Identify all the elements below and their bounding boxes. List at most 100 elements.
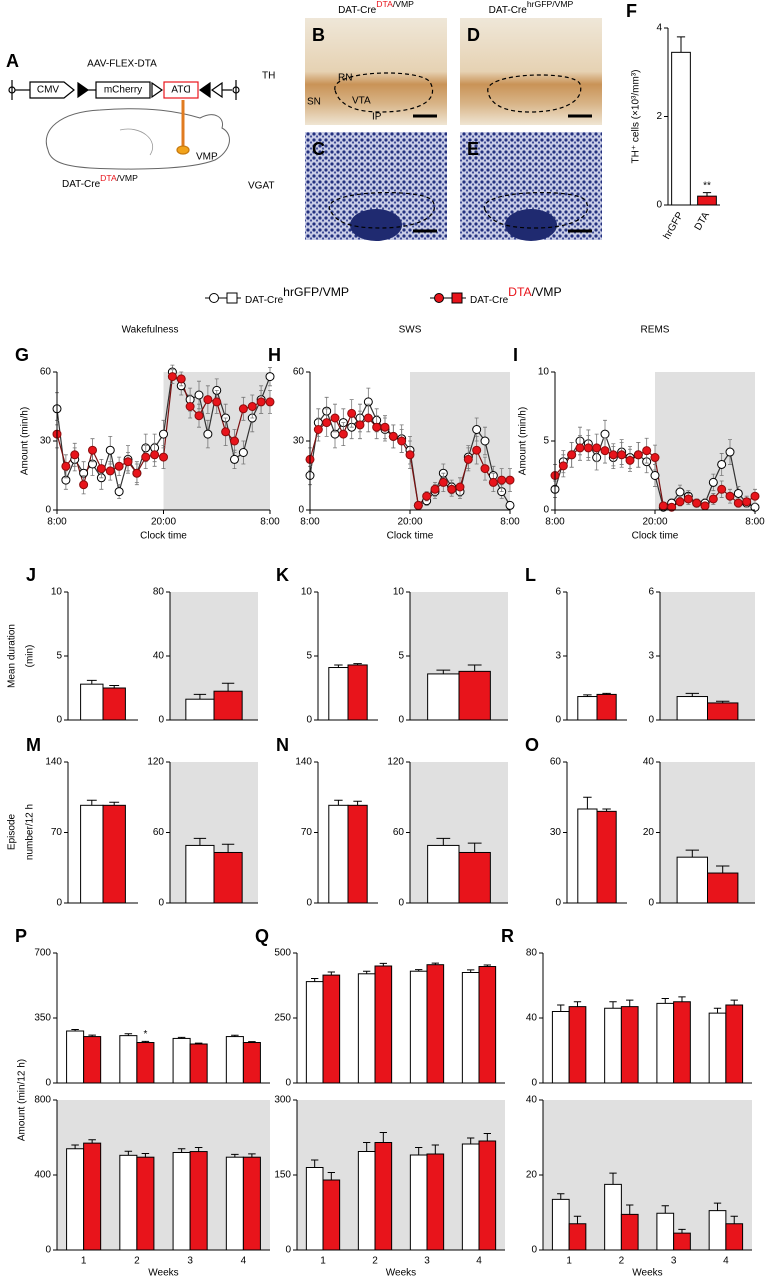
y-tick-label: 300 — [274, 1095, 291, 1106]
error-bar — [177, 1148, 186, 1153]
bar — [213, 851, 243, 904]
error-bar — [353, 800, 362, 806]
bar — [185, 844, 215, 904]
bar — [656, 1212, 675, 1251]
bar — [347, 804, 368, 904]
panel-label: O — [525, 735, 539, 755]
significance: ** — [703, 180, 711, 191]
bar — [189, 1151, 208, 1251]
error-bar — [248, 1153, 256, 1158]
x-tick-label: 20:00 — [642, 517, 667, 528]
construct-diagram — [8, 80, 240, 170]
region-label: VTA — [352, 96, 371, 107]
y-tick-label: 40 — [526, 1013, 538, 1024]
legend-label-sup: DTA — [508, 285, 532, 299]
y-tick-label: 5 — [56, 651, 62, 662]
y-tick-label: 80 — [153, 587, 165, 598]
bar — [225, 1036, 244, 1084]
bar — [725, 1004, 744, 1084]
construct-element: CMV — [37, 85, 60, 96]
y-tick-label: 60 — [550, 757, 562, 768]
y-tick-label: 0 — [555, 715, 561, 726]
y-tick-label: 0 — [555, 898, 561, 909]
error-bar — [609, 1001, 617, 1009]
error-bar — [86, 679, 97, 685]
data-point — [505, 500, 515, 510]
y-tick-label: 60 — [293, 367, 305, 378]
error-bar — [415, 1147, 423, 1155]
error-bar — [193, 693, 207, 700]
bar — [185, 698, 215, 721]
bar — [577, 696, 598, 721]
x-tick-label: 20:00 — [151, 517, 176, 528]
data-point — [159, 429, 168, 439]
y-tick-label: 0 — [648, 898, 654, 909]
error-bar — [713, 1007, 722, 1014]
bar — [671, 51, 691, 206]
y-tick-label: 10 — [51, 587, 63, 598]
y-tick-label: 800 — [34, 1095, 51, 1106]
data-point — [88, 445, 97, 455]
x-tick-label: DTA — [693, 210, 712, 232]
error-bar — [467, 842, 482, 853]
y-tick-label: 0 — [56, 898, 62, 909]
y-tick-label: 5 — [543, 436, 549, 447]
data-point — [230, 454, 239, 464]
data-point — [96, 464, 106, 474]
error-bar — [557, 1193, 565, 1200]
error-bar — [583, 796, 592, 809]
x-tick-label: 2 — [372, 1256, 378, 1267]
y-tick-label: 60 — [153, 827, 165, 838]
x-tick-label: 8:00 — [260, 517, 280, 528]
data-point — [617, 450, 627, 460]
y-tick-label: 40 — [526, 1095, 538, 1106]
data-point — [203, 429, 213, 439]
y-tick-label: 140 — [295, 757, 312, 768]
y-tick-label: 0 — [45, 1245, 51, 1256]
y-tick-label: 400 — [34, 1170, 51, 1181]
error-bar — [194, 1146, 203, 1152]
region-label: RN — [338, 73, 352, 84]
data-point — [625, 455, 635, 465]
data-point — [203, 395, 213, 405]
legend-label: DAT-CreDTA/VMP — [470, 285, 562, 305]
y-tick-label: 0 — [543, 505, 549, 516]
y-tick-label: 3 — [555, 651, 561, 662]
data-point — [212, 397, 222, 407]
data-point — [70, 450, 80, 460]
bar — [604, 1007, 622, 1084]
data-point — [742, 497, 752, 507]
x-tick-label: hrGFP — [662, 210, 686, 241]
y-tick-label: 0 — [306, 715, 312, 726]
panel-label: D — [467, 25, 480, 45]
bar — [357, 973, 376, 1084]
bar — [568, 1223, 587, 1251]
data-point — [221, 427, 231, 437]
bar — [242, 1042, 261, 1084]
data-point — [150, 450, 160, 460]
data-point — [422, 491, 432, 501]
x-tick-label: 3 — [187, 1256, 193, 1267]
data-point — [505, 475, 515, 485]
bar — [427, 844, 460, 904]
bar — [213, 690, 243, 721]
y-tick-label: 150 — [274, 1170, 291, 1181]
data-point — [583, 443, 593, 453]
data-point — [480, 436, 490, 446]
data-point — [176, 374, 186, 384]
y-tick-label: 10 — [538, 367, 550, 378]
x-tick-label: 4 — [241, 1256, 247, 1267]
bar — [707, 702, 739, 721]
data-point — [79, 480, 89, 490]
column-title: REMS — [641, 325, 670, 336]
y-tick-label: 0 — [45, 505, 51, 516]
data-point — [567, 450, 577, 460]
data-point — [472, 445, 482, 455]
error-bar — [141, 1152, 150, 1158]
bar — [305, 1167, 324, 1251]
panel-label: C — [312, 139, 325, 159]
y-tick-label: 20 — [526, 1170, 538, 1181]
x-tick-label: 3 — [671, 1256, 677, 1267]
x-tick-label: 1 — [320, 1256, 326, 1267]
bar — [225, 1156, 244, 1251]
